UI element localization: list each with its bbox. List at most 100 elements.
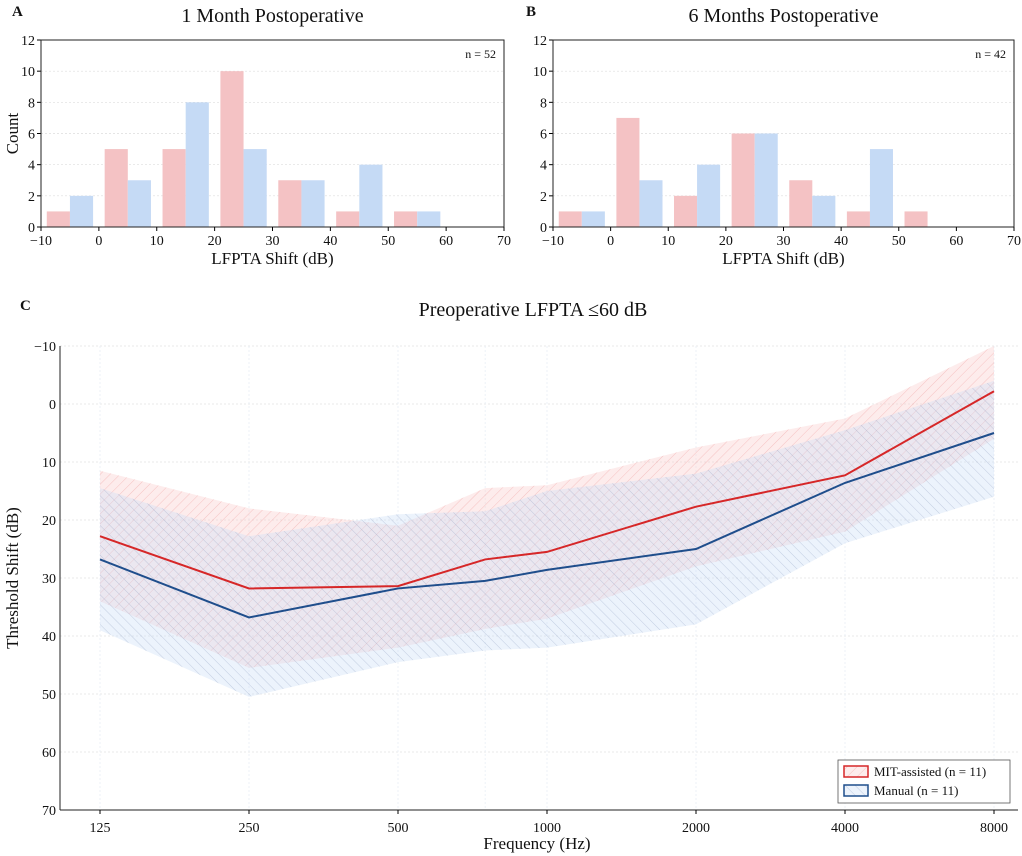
x-tick-label: −10 (30, 234, 52, 249)
x-tick-label: 125 (90, 821, 111, 836)
x-tick-label: 0 (95, 234, 102, 249)
y-axis-label: Threshold Shift (dB) (3, 507, 22, 649)
y-tick-label: 70 (42, 804, 56, 819)
y-tick-label: 30 (42, 572, 56, 587)
panel-letter: B (526, 4, 536, 20)
legend-swatch-mit (843, 765, 869, 778)
bar-mit (220, 71, 244, 228)
bar-manual (359, 164, 383, 227)
bar-mit (558, 211, 582, 227)
bar-manual (697, 164, 721, 227)
bar-mit (616, 117, 640, 227)
y-tick-label: 2 (28, 190, 35, 205)
bar-manual (301, 180, 325, 227)
y-tick-label: 2 (540, 190, 547, 205)
bar-mit (336, 211, 360, 227)
bar-manual (754, 133, 778, 227)
x-tick-label: 10 (150, 234, 164, 249)
y-tick-label: 12 (21, 34, 35, 49)
x-tick-label: 30 (266, 234, 280, 249)
bar-mit (104, 149, 128, 227)
bar-manual (812, 195, 836, 227)
bar-manual (243, 149, 267, 227)
x-tick-label: 500 (388, 821, 409, 836)
bar-mit (46, 211, 70, 227)
confidence-band-manual (100, 380, 994, 697)
x-tick-label: 20 (208, 234, 222, 249)
panel-letter: A (12, 4, 23, 20)
x-tick-label: 10 (661, 234, 675, 249)
sample-size-annotation: n = 52 (465, 47, 496, 61)
x-tick-label: 20 (719, 234, 733, 249)
legend-swatch-manual (843, 784, 869, 797)
chart-title: Preoperative LFPTA ≤60 dB (419, 299, 648, 321)
y-tick-label: 60 (42, 746, 56, 761)
x-tick-label: 0 (607, 234, 614, 249)
x-tick-label: 50 (381, 234, 395, 249)
bar-manual (639, 180, 663, 227)
bar-manual (581, 211, 605, 227)
bar-manual (869, 149, 893, 227)
bar-manual (417, 211, 441, 227)
y-tick-label: 0 (28, 221, 35, 236)
x-tick-label: 30 (777, 234, 791, 249)
y-tick-label: 20 (42, 514, 56, 529)
y-tick-label: 6 (540, 128, 547, 143)
x-tick-label: 60 (439, 234, 453, 249)
x-tick-label: 250 (239, 821, 260, 836)
x-tick-label: 2000 (682, 821, 710, 836)
y-tick-label: 4 (28, 159, 35, 174)
x-axis-label: LFPTA Shift (dB) (722, 249, 844, 268)
y-tick-label: 10 (21, 65, 35, 80)
y-tick-label: 0 (49, 398, 56, 413)
x-tick-label: 70 (1007, 234, 1021, 249)
x-tick-label: 50 (892, 234, 906, 249)
x-tick-label: 60 (949, 234, 963, 249)
x-tick-label: 40 (323, 234, 337, 249)
y-tick-label: 0 (540, 221, 547, 236)
bar-manual (185, 102, 209, 227)
x-tick-label: 1000 (533, 821, 561, 836)
legend: MIT-assisted (n = 11) Manual (n = 11) (837, 759, 1011, 804)
legend-label: MIT-assisted (n = 11) (874, 764, 986, 779)
bar-mit (674, 195, 698, 227)
bar-mit (278, 180, 302, 227)
y-tick-label: 4 (540, 159, 547, 174)
sample-size-annotation: n = 42 (975, 47, 1006, 61)
y-axis-label: Count (3, 112, 22, 154)
x-tick-label: −10 (542, 234, 564, 249)
chart-title: 1 Month Postoperative (181, 5, 363, 27)
y-tick-label: 10 (533, 65, 547, 80)
x-tick-label: 70 (497, 234, 511, 249)
x-axis-label: LFPTA Shift (dB) (211, 249, 333, 268)
y-tick-label: 12 (533, 34, 547, 49)
bar-manual (127, 180, 151, 227)
x-tick-label: 40 (834, 234, 848, 249)
panel-letter: C (20, 298, 31, 314)
x-tick-label: 4000 (831, 821, 859, 836)
bar-manual (69, 195, 94, 227)
chart-title: 6 Months Postoperative (689, 5, 879, 27)
bar-mit (789, 180, 813, 227)
bar-mit (846, 211, 870, 227)
y-tick-label: 6 (28, 128, 35, 143)
y-tick-label: 10 (42, 456, 56, 471)
y-tick-label: −10 (34, 340, 56, 355)
line-mit (99, 390, 995, 590)
y-tick-label: 50 (42, 688, 56, 703)
legend-label: Manual (n = 11) (874, 783, 958, 798)
panel-c: C Preoperative LFPTA ≤60 dB −10 0 10 20 30 40 50… (3, 298, 1018, 853)
line-manual (99, 432, 995, 619)
bar-mit (731, 133, 755, 227)
bar-mit (162, 149, 186, 227)
x-tick-label: 8000 (980, 821, 1008, 836)
y-tick-label: 40 (42, 630, 56, 645)
y-tick-label: 8 (28, 96, 35, 111)
y-tick-label: 8 (540, 96, 547, 111)
x-axis-label: Frequency (Hz) (483, 834, 590, 853)
bar-mit (904, 211, 928, 227)
bar-mit (394, 211, 418, 227)
